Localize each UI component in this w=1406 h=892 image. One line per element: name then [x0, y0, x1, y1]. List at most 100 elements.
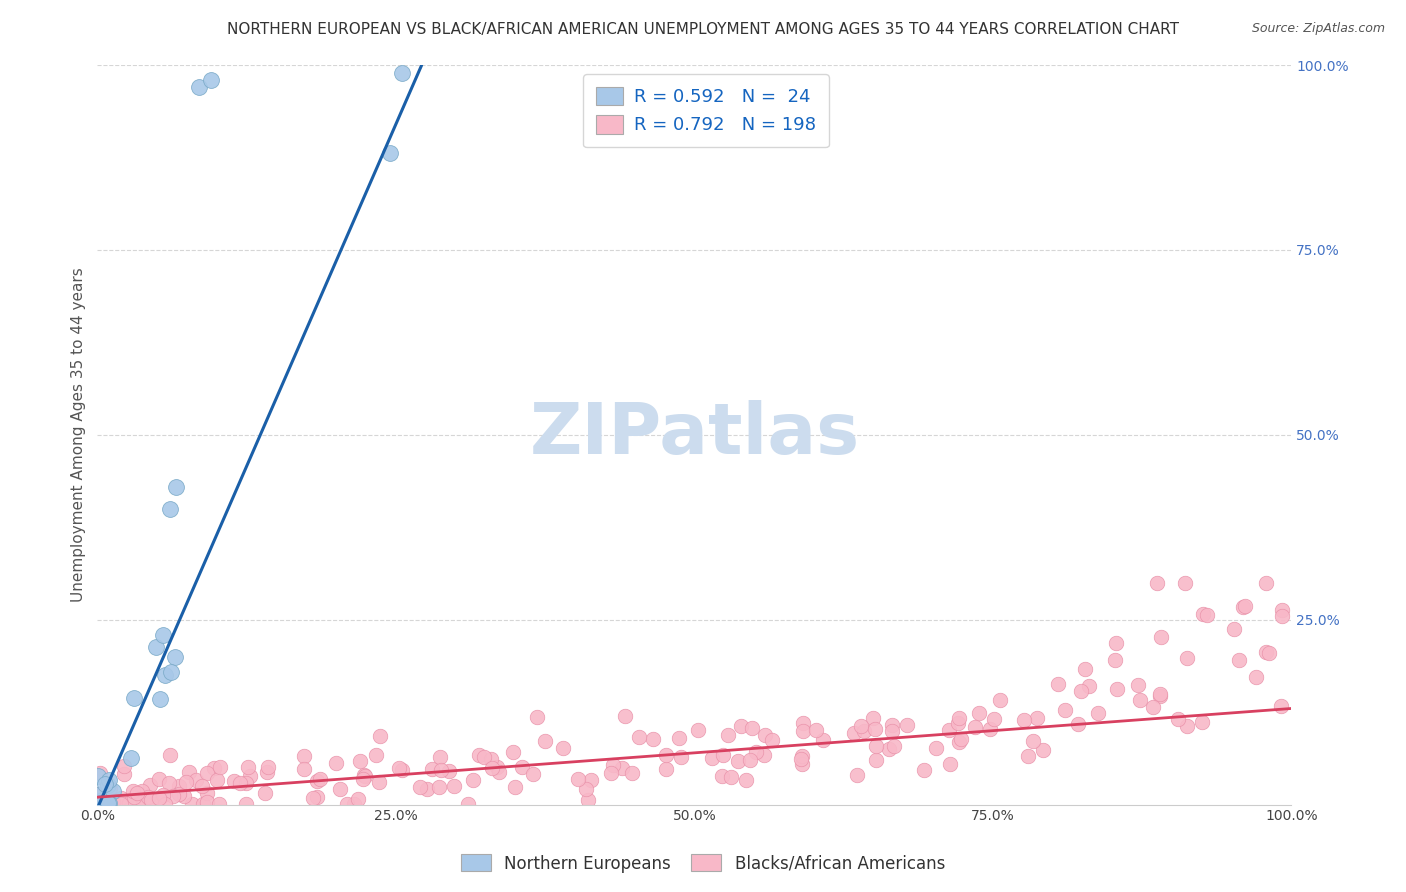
Point — [481, 761, 503, 775]
Point — [141, 793, 163, 807]
Point — [125, 797, 148, 811]
Point — [416, 782, 439, 797]
Point — [388, 761, 411, 775]
Point — [1244, 670, 1267, 684]
Point — [253, 786, 276, 800]
Point — [1146, 575, 1168, 590]
Point — [896, 718, 918, 732]
Legend: Northern Europeans, Blacks/African Americans: Northern Europeans, Blacks/African Ameri… — [454, 847, 952, 880]
Point — [711, 748, 734, 763]
Point — [122, 789, 145, 804]
Point — [122, 691, 145, 706]
Point — [110, 791, 132, 805]
Point — [969, 706, 991, 721]
Point — [97, 796, 120, 810]
Point — [1256, 575, 1278, 590]
Point — [671, 750, 693, 764]
Point — [94, 776, 117, 790]
Point — [938, 757, 960, 772]
Point — [1070, 684, 1092, 698]
Point — [938, 723, 960, 737]
Point — [804, 723, 827, 737]
Point — [988, 693, 1011, 707]
Point — [112, 766, 135, 780]
Point — [575, 781, 598, 796]
Point — [301, 791, 323, 805]
Point — [579, 772, 602, 787]
Point — [865, 753, 887, 767]
Point — [1270, 698, 1292, 713]
Point — [711, 769, 734, 783]
Point — [195, 795, 218, 809]
Point — [187, 80, 209, 95]
Point — [1177, 719, 1199, 733]
Point — [485, 760, 508, 774]
Point — [352, 772, 374, 786]
Point — [1191, 714, 1213, 729]
Point — [173, 789, 195, 803]
Point — [505, 780, 527, 795]
Point — [292, 762, 315, 776]
Point — [613, 709, 636, 723]
Point — [1046, 677, 1069, 691]
Point — [502, 745, 524, 759]
Point — [1257, 646, 1279, 660]
Point — [145, 640, 167, 655]
Point — [112, 758, 135, 772]
Point — [148, 772, 170, 786]
Point — [1126, 678, 1149, 692]
Point — [1232, 599, 1254, 614]
Point — [752, 748, 775, 763]
Point — [479, 751, 502, 765]
Point — [735, 773, 758, 788]
Point — [110, 797, 132, 811]
Point — [429, 749, 451, 764]
Point — [152, 789, 174, 803]
Point — [195, 786, 218, 800]
Legend: R = 0.592   N =  24, R = 0.792   N = 198: R = 0.592 N = 24, R = 0.792 N = 198 — [583, 74, 828, 147]
Point — [87, 769, 110, 783]
Point — [309, 772, 332, 786]
Point — [567, 772, 589, 786]
Point — [1227, 653, 1250, 667]
Point — [600, 766, 623, 780]
Point — [621, 765, 644, 780]
Point — [979, 722, 1001, 736]
Point — [738, 753, 761, 767]
Point — [510, 760, 533, 774]
Point — [1195, 607, 1218, 622]
Y-axis label: Unemployment Among Ages 35 to 44 years: Unemployment Among Ages 35 to 44 years — [72, 268, 86, 602]
Point — [792, 715, 814, 730]
Point — [97, 778, 120, 792]
Point — [391, 66, 413, 80]
Point — [628, 731, 651, 745]
Point — [131, 784, 153, 798]
Point — [1254, 645, 1277, 659]
Point — [443, 779, 465, 793]
Point — [159, 748, 181, 763]
Point — [865, 739, 887, 754]
Point — [754, 728, 776, 742]
Point — [925, 741, 948, 756]
Point — [1142, 700, 1164, 714]
Point — [346, 792, 368, 806]
Point — [89, 796, 111, 810]
Point — [1167, 712, 1189, 726]
Point — [97, 796, 120, 810]
Point — [522, 766, 544, 780]
Point — [912, 764, 935, 778]
Point — [1026, 711, 1049, 725]
Point — [153, 667, 176, 681]
Point — [730, 719, 752, 733]
Point — [1087, 706, 1109, 720]
Point — [209, 759, 232, 773]
Point — [1021, 734, 1043, 748]
Point — [292, 748, 315, 763]
Text: Source: ZipAtlas.com: Source: ZipAtlas.com — [1251, 22, 1385, 36]
Point — [208, 797, 231, 811]
Point — [877, 741, 900, 756]
Point — [167, 779, 190, 793]
Point — [229, 776, 252, 790]
Point — [149, 691, 172, 706]
Point — [654, 763, 676, 777]
